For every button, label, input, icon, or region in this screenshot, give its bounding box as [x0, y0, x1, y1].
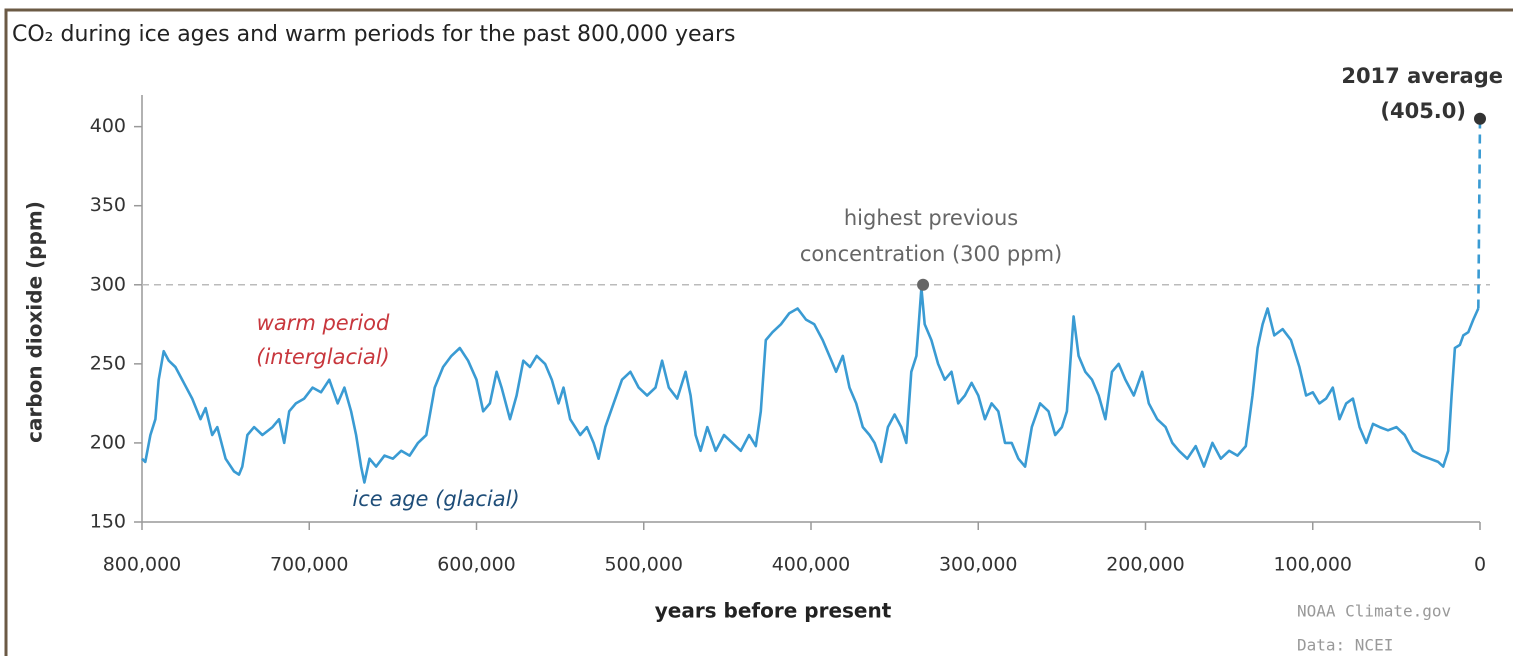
modern-rise: [1477, 118, 1482, 309]
x-tick-label: 800,000: [103, 554, 182, 576]
y-tick-label: 250: [90, 352, 126, 374]
annotation: warm period: [257, 311, 390, 335]
highlight-value-label: (405.0): [1380, 99, 1466, 123]
x-tick-label: 200,000: [1106, 554, 1185, 576]
x-tick-label: 0: [1474, 554, 1486, 576]
x-tick-label: 700,000: [270, 554, 349, 576]
y-tick-label: 300: [90, 273, 126, 295]
x-axis-label: years before present: [655, 599, 892, 623]
annotation: ice age (glacial): [352, 487, 519, 511]
source-note: NOAA Climate.gov: [1297, 602, 1451, 621]
y-tick-label: 150: [90, 511, 126, 533]
highlight-point: [917, 278, 930, 291]
highlight-label: 2017 average: [1341, 64, 1503, 88]
y-tick-label: 400: [90, 115, 126, 137]
source-note: Data: NCEI: [1297, 636, 1393, 655]
x-tick-label: 600,000: [437, 554, 516, 576]
frame: [4, 8, 1513, 656]
y-axis-label: carbon dioxide (ppm): [23, 201, 47, 443]
x-tick-label: 300,000: [939, 554, 1018, 576]
y-tick-label: 200: [90, 431, 126, 453]
annotation: (interglacial): [256, 345, 389, 369]
x-tick-label: 500,000: [604, 554, 683, 576]
x-tick-label: 400,000: [772, 554, 851, 576]
series-line: [141, 286, 1480, 484]
chart-title: CO₂ during ice ages and warm periods for…: [12, 22, 736, 47]
highlight-label: concentration (300 ppm): [800, 242, 1062, 266]
x-tick-label: 100,000: [1273, 554, 1352, 576]
y-tick-label: 350: [90, 194, 126, 216]
highlight-point: [1474, 112, 1486, 125]
highlight-label: highest previous: [844, 206, 1018, 230]
